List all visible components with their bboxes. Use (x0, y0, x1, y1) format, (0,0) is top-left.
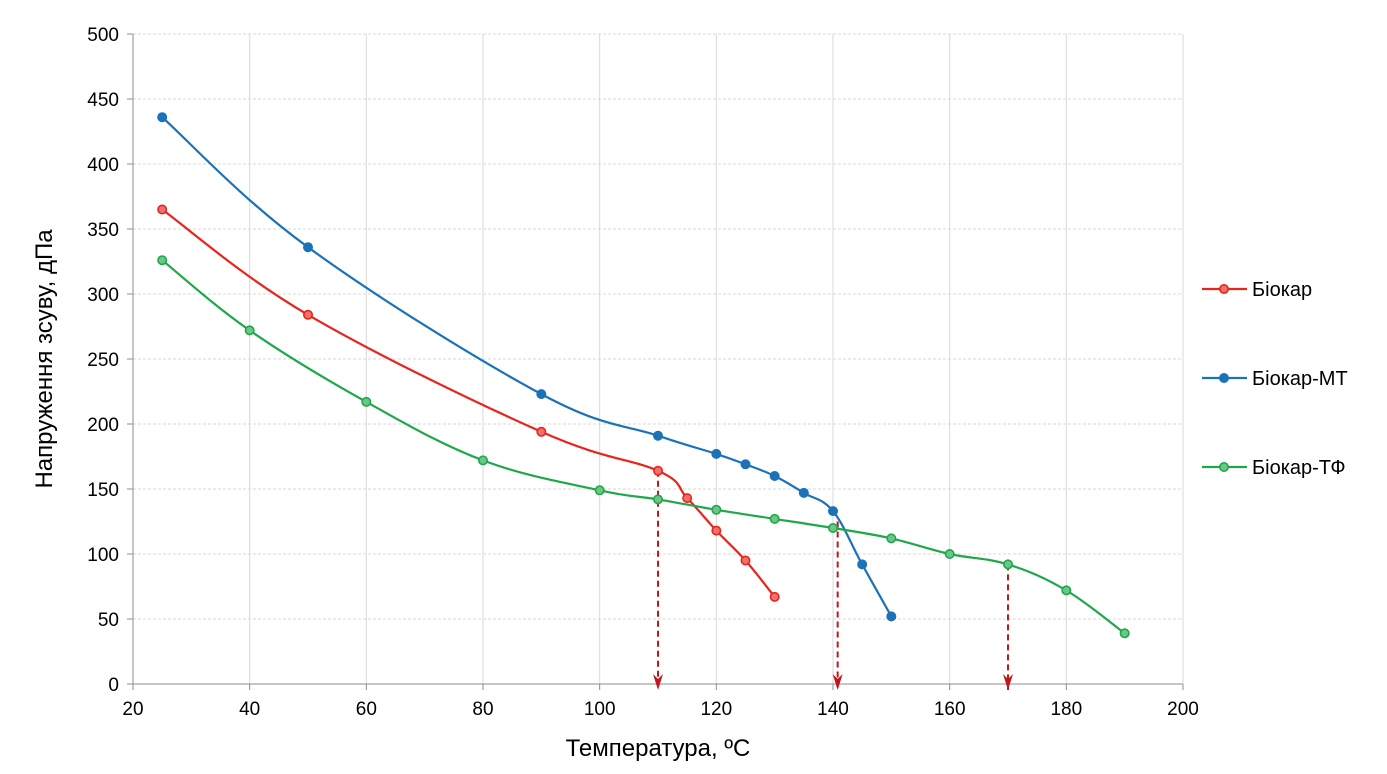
x-tick-label: 180 (1050, 699, 1082, 720)
x-tick-label: 40 (239, 699, 260, 720)
tick-labels: 20 40 60 80 100 120 140 160 180 200 0 50 100 150 200 25… (87, 25, 1199, 720)
series-1-point (302, 309, 313, 320)
y-tick-label: 450 (87, 90, 119, 111)
x-axis-label: Температура, ºС (566, 735, 751, 762)
series-1-point (740, 555, 751, 566)
legend-marker-1 (1219, 283, 1230, 294)
series-3-point (244, 325, 255, 336)
series-3-point (157, 255, 168, 266)
y-tick-label: 500 (87, 25, 119, 46)
x-tick-label: 20 (122, 699, 143, 720)
x-tick-label: 160 (934, 699, 966, 720)
temperature-markers (653, 470, 1013, 690)
series-3-point (886, 533, 897, 544)
y-tick-label: 100 (87, 545, 119, 566)
y-tick-label: 200 (87, 415, 119, 436)
series-1-point (652, 465, 663, 476)
series-3-point (769, 513, 780, 524)
y-tick-label: 150 (87, 480, 119, 501)
x-tick-label: 60 (356, 699, 377, 720)
series-line-1 (161, 208, 776, 598)
legend-label-2: Біокар-МТ (1252, 368, 1348, 390)
series-3-point (827, 522, 838, 533)
series-line-2 (161, 116, 893, 617)
temperature-marker-arrowhead-2 (832, 674, 843, 690)
series-2-point (798, 487, 809, 498)
series-2-point (886, 611, 897, 622)
series-1-point (769, 591, 780, 602)
legend: Біокар Біокар-МТ Біокар-ТФ (1202, 279, 1348, 479)
x-tick-label: 120 (700, 699, 732, 720)
series-1-point (157, 204, 168, 215)
y-tick-label: 400 (87, 155, 119, 176)
series-1-point (682, 493, 693, 504)
series-2-point (536, 389, 547, 400)
series-2-point (769, 470, 780, 481)
series-3-point (1119, 628, 1130, 639)
y-tick-label: 250 (87, 350, 119, 371)
axes (127, 33, 1184, 690)
y-tick-label: 0 (108, 675, 119, 696)
series-3-point (361, 396, 372, 407)
series-2-point (157, 112, 168, 123)
temperature-marker-arrowhead-1 (653, 674, 663, 690)
legend-label-1: Біокар (1252, 279, 1312, 301)
x-tick-label: 100 (584, 699, 616, 720)
series-3-point (652, 494, 663, 505)
series-3-point (594, 485, 605, 496)
series-2-point (857, 559, 868, 570)
series-2-point (827, 506, 838, 517)
legend-marker-2 (1219, 372, 1230, 383)
series-1-point (711, 525, 722, 536)
series-3-point (1061, 585, 1072, 596)
legend-label-3: Біокар-ТФ (1252, 457, 1346, 479)
x-tick-label: 200 (1167, 699, 1199, 720)
series-2-point (302, 242, 313, 253)
y-tick-label: 50 (98, 610, 119, 631)
x-tick-label: 140 (817, 699, 849, 720)
series-2-point (711, 448, 722, 459)
series-layer (157, 112, 1130, 639)
series-2-point (740, 459, 751, 470)
y-axis-label: Напруження зсуву, дПа (31, 229, 58, 489)
y-tick-label: 350 (87, 220, 119, 241)
y-tick-label: 300 (87, 285, 119, 306)
series-3-point (477, 455, 488, 466)
series-3-point (711, 504, 722, 515)
grid (132, 33, 1184, 684)
series-2-point (652, 430, 663, 441)
x-tick-label: 80 (472, 699, 493, 720)
legend-marker-3 (1219, 461, 1230, 472)
series-3-point (944, 548, 955, 559)
series-3-point (1002, 559, 1013, 570)
series-1-point (536, 426, 547, 437)
temperature-marker-arrowhead-3 (1003, 674, 1013, 690)
